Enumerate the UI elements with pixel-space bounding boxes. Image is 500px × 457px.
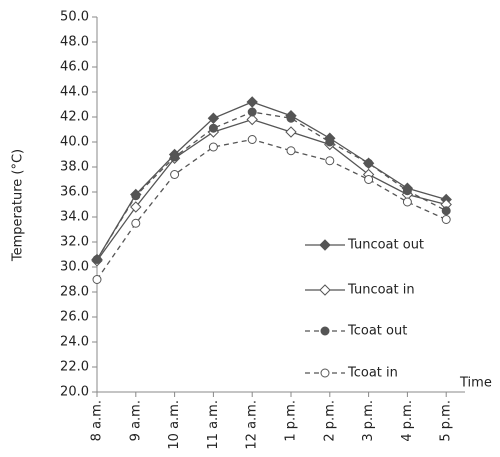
y-tick-label: 32.0 bbox=[60, 235, 89, 250]
x-tick-label: 3 p.m. bbox=[361, 400, 376, 442]
marker bbox=[320, 326, 330, 336]
y-tick-label: 22.0 bbox=[60, 360, 89, 375]
marker bbox=[364, 158, 374, 168]
marker bbox=[325, 137, 335, 147]
x-tick-label: 11 a.m. bbox=[206, 400, 221, 450]
marker bbox=[208, 123, 218, 133]
marker bbox=[92, 275, 102, 284]
series bbox=[92, 135, 451, 284]
marker bbox=[246, 113, 258, 126]
y-tick-label: 34.0 bbox=[60, 210, 89, 225]
marker bbox=[247, 135, 257, 144]
y-tick-label: 46.0 bbox=[60, 60, 89, 75]
x-tick-label: 8 a.m. bbox=[90, 400, 105, 441]
marker bbox=[319, 239, 331, 251]
marker bbox=[207, 112, 220, 124]
marker bbox=[170, 170, 180, 179]
marker bbox=[364, 175, 374, 184]
y-tick-label: 24.0 bbox=[60, 335, 89, 350]
y-tick-label: 20.0 bbox=[60, 385, 89, 400]
marker bbox=[441, 215, 451, 224]
legend-label: Tuncoat out bbox=[347, 238, 424, 253]
marker bbox=[170, 152, 180, 162]
y-tick-label: 42.0 bbox=[60, 110, 89, 125]
y-tick-label: 48.0 bbox=[60, 35, 89, 50]
x-tick-label: 4 p.m. bbox=[400, 400, 415, 442]
x-tick-label: 10 a.m. bbox=[167, 400, 182, 450]
series-line bbox=[96, 101, 447, 260]
y-tick-label: 50.0 bbox=[60, 10, 89, 25]
x-tick-label: 1 p.m. bbox=[284, 400, 299, 442]
marker bbox=[246, 96, 258, 108]
marker bbox=[325, 156, 335, 166]
y-tick-label: 30.0 bbox=[60, 260, 89, 275]
x-tick-label: 9 a.m. bbox=[128, 400, 143, 441]
series bbox=[92, 107, 451, 264]
marker bbox=[286, 146, 296, 156]
series-line bbox=[96, 118, 447, 262]
x-tick-label: 2 p.m. bbox=[322, 400, 337, 442]
legend-label: Tuncoat in bbox=[347, 283, 415, 298]
marker bbox=[402, 186, 412, 196]
marker bbox=[131, 191, 141, 201]
y-tick-label: 36.0 bbox=[60, 185, 89, 200]
marker bbox=[130, 201, 142, 213]
marker bbox=[131, 218, 141, 228]
series-line bbox=[96, 138, 447, 280]
marker bbox=[285, 126, 297, 138]
y-tick-label: 40.0 bbox=[60, 135, 89, 150]
marker bbox=[402, 197, 412, 207]
marker bbox=[286, 113, 296, 123]
x-tick-label: 5 p.m. bbox=[439, 400, 454, 442]
y-tick-label: 26.0 bbox=[60, 310, 89, 325]
marker bbox=[92, 255, 102, 264]
x-tick-label: 12 a.m. bbox=[245, 400, 260, 450]
y-axis-title: Temperature (°C) bbox=[11, 149, 26, 262]
legend-label: Tcoat in bbox=[347, 366, 398, 381]
y-tick-label: 28.0 bbox=[60, 285, 89, 300]
y-tick-label: 44.0 bbox=[60, 85, 89, 100]
x-axis-title: Time bbox=[459, 376, 492, 391]
marker bbox=[208, 142, 218, 152]
marker bbox=[319, 284, 331, 296]
legend-label: Tcoat out bbox=[347, 324, 407, 339]
series-line bbox=[96, 111, 447, 260]
marker bbox=[247, 107, 257, 117]
y-tick-label: 38.0 bbox=[60, 160, 89, 175]
marker bbox=[320, 368, 330, 378]
marker bbox=[441, 206, 451, 216]
